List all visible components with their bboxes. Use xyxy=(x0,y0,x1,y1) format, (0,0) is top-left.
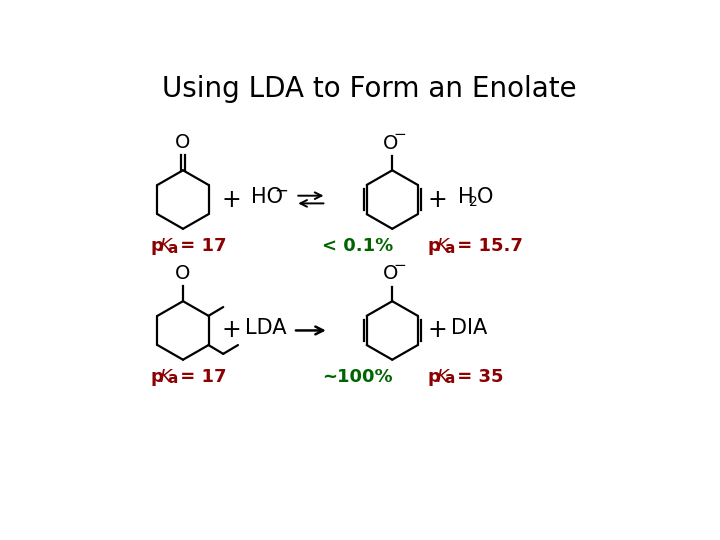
Text: a: a xyxy=(168,372,178,387)
Text: = 35: = 35 xyxy=(451,368,504,386)
Text: = 17: = 17 xyxy=(174,237,227,255)
Text: O: O xyxy=(175,264,191,283)
Text: $\mathit{K}$: $\mathit{K}$ xyxy=(436,237,451,255)
Text: $\mathit{K}$: $\mathit{K}$ xyxy=(159,237,174,255)
Text: H: H xyxy=(458,187,474,207)
Text: = 15.7: = 15.7 xyxy=(451,237,523,255)
Text: Using LDA to Form an Enolate: Using LDA to Form an Enolate xyxy=(162,75,576,103)
Text: −: − xyxy=(274,182,288,200)
Text: $\mathit{K}$: $\mathit{K}$ xyxy=(159,368,174,386)
Text: LDA: LDA xyxy=(245,318,287,338)
Text: −: − xyxy=(394,258,406,273)
Text: a: a xyxy=(168,240,178,255)
Text: = 17: = 17 xyxy=(174,368,227,386)
Text: O: O xyxy=(175,133,191,152)
Text: O: O xyxy=(383,133,398,153)
Text: +: + xyxy=(428,187,447,212)
Text: 2: 2 xyxy=(469,195,478,209)
Text: p: p xyxy=(427,237,440,255)
Text: a: a xyxy=(444,240,454,255)
Text: +: + xyxy=(222,187,242,212)
Text: −: − xyxy=(394,127,406,142)
Text: +: + xyxy=(428,319,447,342)
Text: HO: HO xyxy=(251,187,283,207)
Text: O: O xyxy=(477,187,493,207)
Text: DIA: DIA xyxy=(451,318,487,338)
Text: p: p xyxy=(150,368,163,386)
Text: O: O xyxy=(383,265,398,284)
Text: a: a xyxy=(444,372,454,387)
Text: < 0.1%: < 0.1% xyxy=(322,237,393,255)
Text: ~100%: ~100% xyxy=(322,368,392,386)
Text: p: p xyxy=(427,368,440,386)
Text: $\mathit{K}$: $\mathit{K}$ xyxy=(436,368,451,386)
Text: p: p xyxy=(150,237,163,255)
Text: +: + xyxy=(222,319,242,342)
